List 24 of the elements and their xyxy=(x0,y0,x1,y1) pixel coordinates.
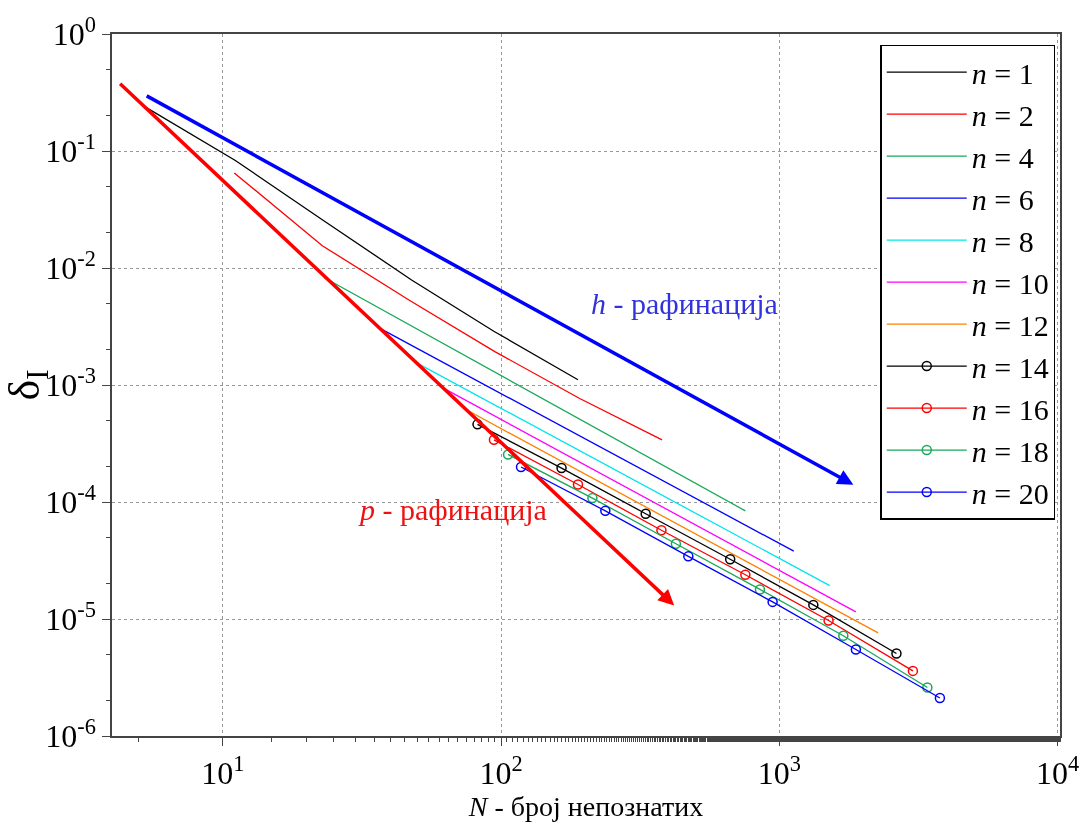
x-tick-label: 10$^{2}$ xyxy=(479,750,523,792)
x-tick-label: 10$^{4}$ xyxy=(1036,750,1080,792)
legend-label: n = 18 xyxy=(971,434,1049,468)
x-tick-label: 10$^{3}$ xyxy=(757,750,801,792)
y-tick-label: 10$^{-2}$ xyxy=(45,245,96,287)
y-tick-label: 10$^{0}$ xyxy=(52,11,96,53)
annotation: p - рафинација xyxy=(358,493,547,526)
legend-label: n = 2 xyxy=(971,98,1034,132)
legend-label: n = 12 xyxy=(971,308,1049,342)
legend-label: n = 16 xyxy=(971,392,1049,426)
legend-label: n = 14 xyxy=(971,350,1049,384)
legend-label: n = 10 xyxy=(971,266,1049,300)
legend-label: n = 1 xyxy=(971,56,1034,90)
y-tick-label: 10$^{-6}$ xyxy=(45,713,96,755)
legend-label: n = 4 xyxy=(971,140,1034,174)
x-axis-title: N - број непознатих xyxy=(467,791,704,823)
y-tick-label: 10$^{-4}$ xyxy=(45,479,96,521)
legend-label: n = 20 xyxy=(971,476,1049,510)
legend-label: n = 6 xyxy=(971,182,1034,216)
y-tick-label: 10$^{-1}$ xyxy=(45,128,96,170)
annotation: h - рафинација xyxy=(591,287,778,320)
x-tick-label: 10$^{1}$ xyxy=(201,750,245,792)
legend-label: n = 8 xyxy=(971,224,1034,258)
y-tick-label: 10$^{-5}$ xyxy=(45,596,96,638)
